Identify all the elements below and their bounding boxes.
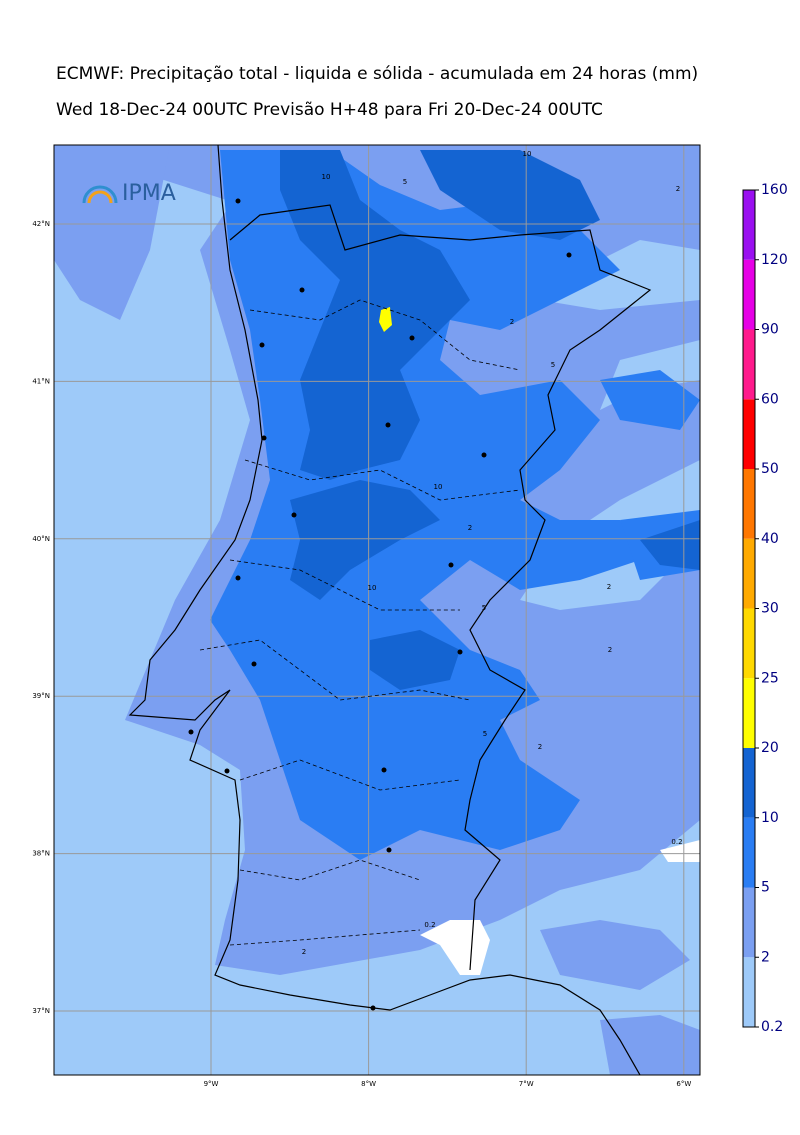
contour-label: 2 xyxy=(510,318,514,326)
precip-area xyxy=(370,630,460,690)
contour-label: 2 xyxy=(607,583,611,591)
contour-label: 2 xyxy=(608,646,612,654)
city-dot xyxy=(370,1005,376,1011)
contour-label: 5 xyxy=(551,361,555,369)
lon-label: 6°W xyxy=(676,1080,691,1088)
precip-area xyxy=(379,307,392,332)
city-dot xyxy=(457,649,463,655)
precip-area xyxy=(290,480,440,600)
colorbar-band xyxy=(743,538,755,609)
city-dot xyxy=(261,435,267,441)
precip-area xyxy=(280,150,470,480)
colorbar-band xyxy=(743,399,755,469)
colorbar-label: 160 xyxy=(761,182,788,198)
colorbar-label: 0.2 xyxy=(761,1019,783,1035)
contour-label: 5 xyxy=(403,178,407,186)
city-dot xyxy=(385,422,391,428)
precip-area xyxy=(600,1015,700,1075)
colorbar-label: 60 xyxy=(761,391,779,407)
city-dot xyxy=(235,198,241,204)
precip-area xyxy=(600,370,700,430)
colorbar-label: 2 xyxy=(761,949,770,965)
contour-label: 2 xyxy=(676,185,680,193)
colorbar-label: 5 xyxy=(761,880,770,896)
contour-label: 5 xyxy=(482,604,486,612)
city-dot xyxy=(224,768,230,774)
city-dot xyxy=(381,767,387,773)
city-dot xyxy=(481,452,487,458)
contour-label: 0.2 xyxy=(424,921,435,929)
colorbar-label: 10 xyxy=(761,810,779,826)
city-dot xyxy=(409,335,415,341)
contour-label: 5 xyxy=(483,730,487,738)
precip-area xyxy=(640,520,700,570)
lat-label: 39°N xyxy=(32,692,50,700)
contour-label: 10 xyxy=(523,150,532,158)
colorbar-band xyxy=(743,678,755,748)
lat-label: 42°N xyxy=(32,220,50,228)
colorbar-band xyxy=(743,608,755,679)
contour-label: 2 xyxy=(468,524,472,532)
colorbar-label: 50 xyxy=(761,461,779,477)
colorbar-label: 90 xyxy=(761,322,779,338)
colorbar-band xyxy=(743,190,755,260)
lon-label: 7°W xyxy=(519,1080,534,1088)
city-dot xyxy=(259,342,265,348)
colorbar-label: 25 xyxy=(761,670,779,686)
colorbar-band xyxy=(743,957,755,1027)
lat-label: 41°N xyxy=(32,377,50,385)
colorbar-label: 20 xyxy=(761,740,779,756)
colorbar-band xyxy=(743,887,755,958)
colorbar-band xyxy=(743,817,755,888)
precip-area xyxy=(54,145,170,320)
city-dot xyxy=(235,575,241,581)
city-dot xyxy=(251,661,257,667)
colorbar-label: 40 xyxy=(761,531,779,547)
title: ECMWF: Precipitação total - liquida e só… xyxy=(56,64,698,84)
lat-label: 38°N xyxy=(32,850,50,858)
colorbar-label: 30 xyxy=(761,601,779,617)
contour-label: 10 xyxy=(434,483,443,491)
contour-label: 2 xyxy=(302,948,306,956)
contour-label: 2 xyxy=(538,743,542,751)
city-dot xyxy=(566,252,572,258)
city-dot xyxy=(448,562,454,568)
lat-label: 40°N xyxy=(32,535,50,543)
contour-label: 10 xyxy=(368,584,377,592)
lon-label: 9°W xyxy=(204,1080,219,1088)
colorbar-band xyxy=(743,748,755,818)
map-frame xyxy=(53,144,701,1076)
logo-text: IPMA xyxy=(122,181,176,206)
city-dot xyxy=(291,512,297,518)
logo: IPMA xyxy=(82,181,176,206)
contour-label: 10 xyxy=(322,173,331,181)
city-dot xyxy=(386,847,392,853)
contour-label: 0.2 xyxy=(671,838,682,846)
city-dot xyxy=(188,729,194,735)
colorbar-band xyxy=(743,259,755,330)
city-dot xyxy=(299,287,305,293)
lat-label: 37°N xyxy=(32,1007,50,1015)
colorbar-label: 120 xyxy=(761,252,788,268)
lon-label: 8°W xyxy=(361,1080,376,1088)
precip-area xyxy=(540,920,690,990)
precip-area xyxy=(420,150,600,240)
colorbar-band xyxy=(743,329,755,400)
subtitle: Wed 18-Dec-24 00UTC Previsão H+48 para F… xyxy=(56,100,603,120)
colorbar-band xyxy=(743,469,755,539)
map: 10 10 5 2 2 5 10 10 5 2 2 5 2 0.2 0.2 2 2 xyxy=(54,145,700,1075)
